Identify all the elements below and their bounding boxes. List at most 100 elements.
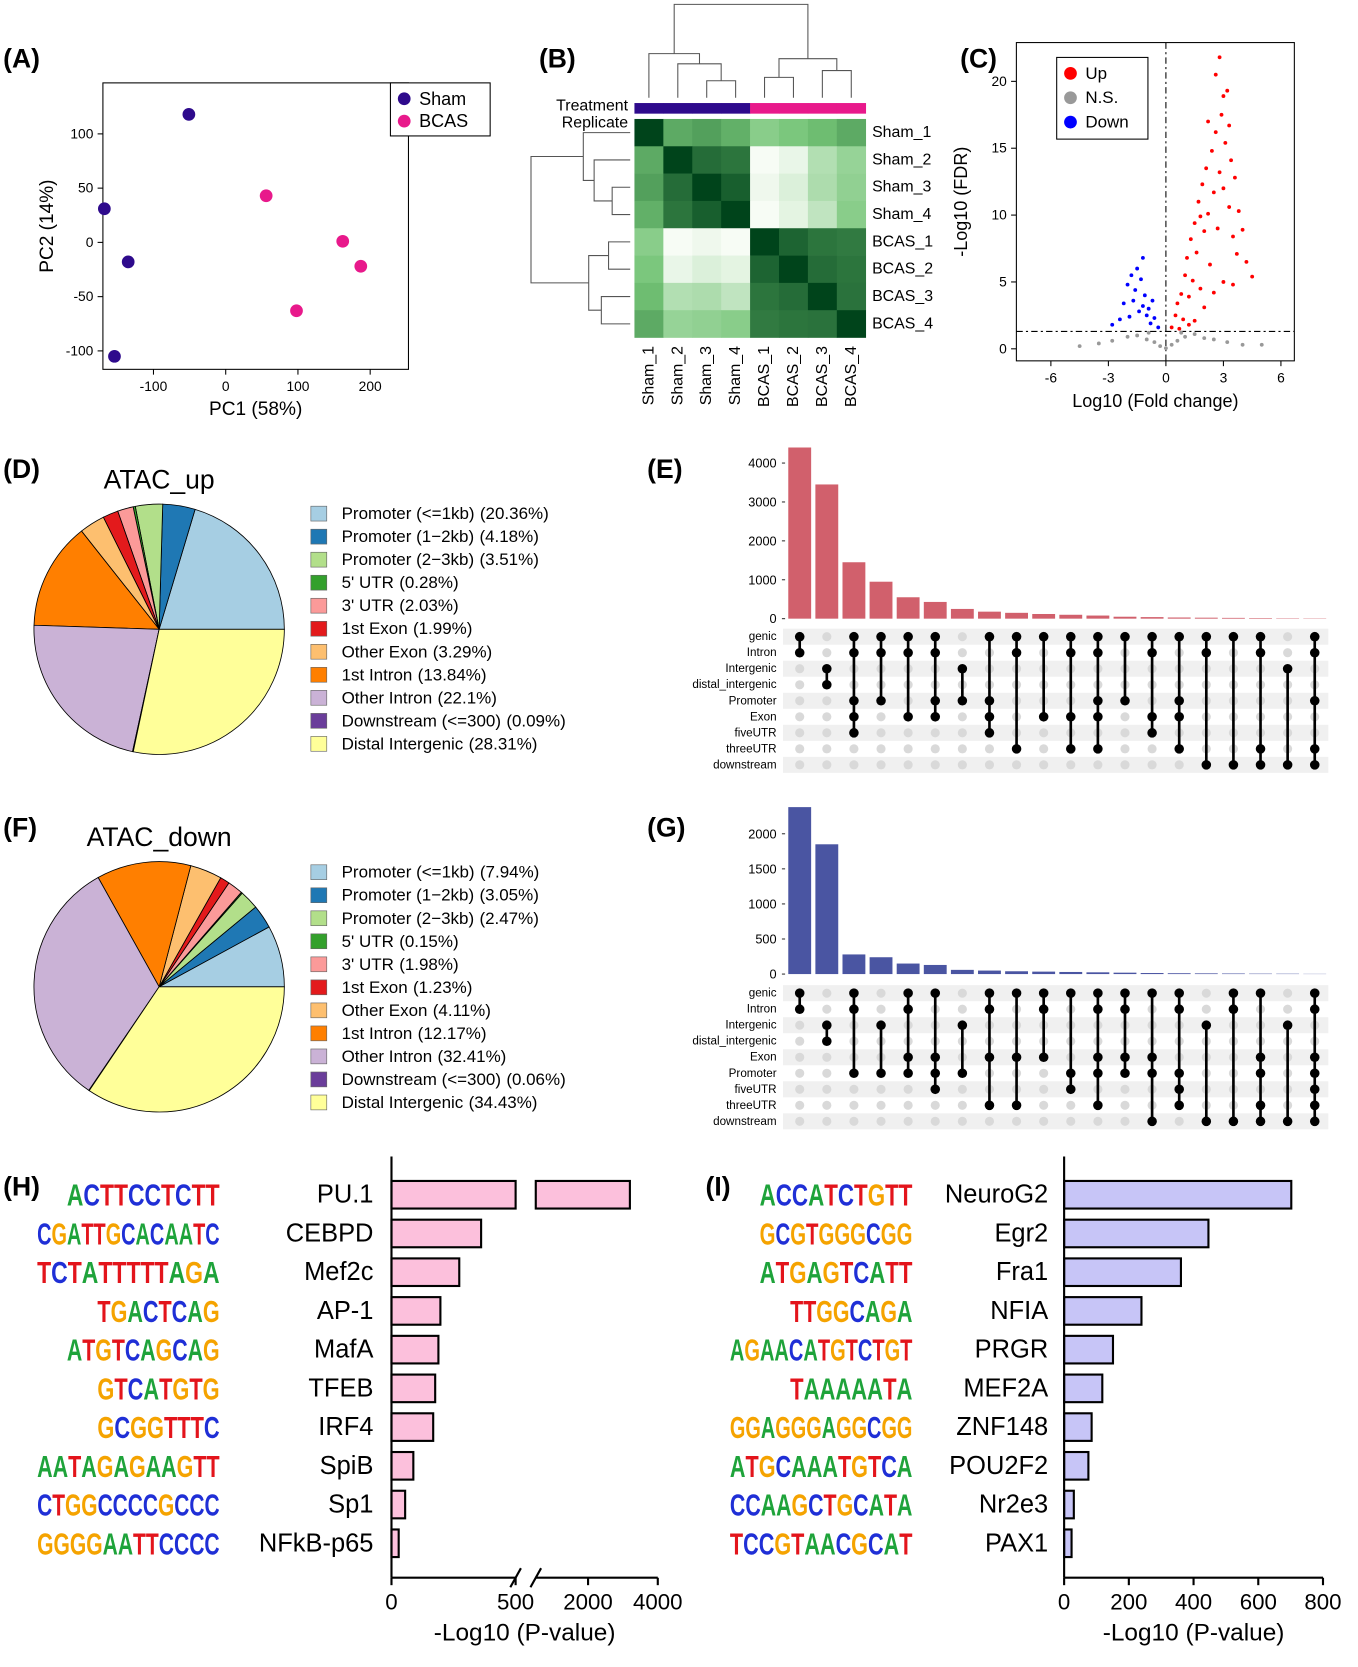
motif-letter: C <box>150 1216 164 1251</box>
motif-letter: G <box>97 1448 114 1483</box>
y-axis-title: -Log10 (FDR) <box>951 147 971 257</box>
empty-dot <box>876 1116 886 1126</box>
heat-cell <box>750 282 780 311</box>
motif-letter: C <box>145 1177 162 1212</box>
legend-value: (2.47%) <box>479 909 538 928</box>
motif-letter: A <box>730 1332 744 1367</box>
motif-letter: C <box>776 1177 792 1212</box>
set-label: threeUTR <box>726 1099 777 1112</box>
bar <box>390 1334 440 1365</box>
empty-dot <box>984 744 995 754</box>
panel-label: (A) <box>3 43 40 73</box>
motif-letter: G <box>86 1526 102 1561</box>
legend-label: Promoter (<=1kb) <box>342 863 475 882</box>
panel-label: (E) <box>647 454 682 484</box>
motif-letter: G <box>759 1448 776 1483</box>
motif-letter: C <box>143 1293 159 1328</box>
bar <box>1063 1218 1210 1249</box>
member-dot <box>1093 1100 1103 1111</box>
point <box>1206 119 1210 124</box>
legend-swatch <box>310 1025 328 1042</box>
empty-dot <box>1174 1116 1184 1126</box>
member-dot <box>849 1068 859 1079</box>
y-axis-title: PC2 (14%) <box>37 179 58 272</box>
motif-letter: G <box>836 1410 851 1445</box>
empty-dot <box>1066 760 1076 770</box>
motif-letter: A <box>161 1448 177 1483</box>
legend-swatch <box>310 690 328 706</box>
pie-slice <box>97 861 192 988</box>
motif-letter: C <box>204 1410 220 1445</box>
motif-letter: T <box>100 1177 114 1212</box>
member-dot <box>1066 744 1076 754</box>
motif-letter: A <box>179 1216 193 1251</box>
motif-letter: T <box>82 1332 95 1367</box>
empty-dot <box>876 760 886 770</box>
motif-letter: T <box>81 1216 93 1251</box>
point <box>1211 290 1216 295</box>
member-dot <box>1255 760 1266 770</box>
treatment-bar <box>692 103 722 114</box>
member-dot <box>876 696 886 706</box>
legend-swatch <box>310 979 328 996</box>
point <box>1213 130 1218 135</box>
legend-swatch <box>397 114 411 128</box>
y-tick-label: 4000 <box>748 456 776 471</box>
legend-label: Promoter (<=1kb) <box>342 504 475 523</box>
point <box>1221 280 1226 284</box>
legend-label: Other Exon <box>342 1001 428 1020</box>
empty-dot <box>1039 744 1049 754</box>
member-dot <box>849 1004 859 1014</box>
point <box>1198 286 1203 291</box>
member-dot <box>876 631 886 642</box>
heat-cell <box>807 282 838 311</box>
legend-label: 3' UTR <box>342 955 394 974</box>
motif-letter: T <box>177 1410 190 1445</box>
set-label: fiveUTR <box>734 1083 776 1096</box>
motif-letter: A <box>803 1332 817 1367</box>
point <box>1131 298 1136 303</box>
heat-cell <box>836 146 867 174</box>
member-dot <box>1011 988 1022 998</box>
x-tick-label: 200 <box>1110 1590 1147 1615</box>
treatment-bar <box>634 103 664 114</box>
empty-dot <box>1120 1100 1130 1110</box>
empty-dot <box>822 712 832 722</box>
motif-letter: C <box>37 1487 52 1522</box>
matrix-stripe <box>782 660 1329 677</box>
point <box>1142 293 1147 298</box>
y-tick-label: 0 <box>770 611 777 626</box>
legend-label: 3' UTR <box>342 596 394 615</box>
empty-dot <box>930 744 940 754</box>
x-tick-label: 500 <box>497 1590 534 1615</box>
empty-dot <box>795 760 805 770</box>
y-tick-label: 1000 <box>748 572 776 587</box>
bar <box>1063 1450 1090 1481</box>
empty-dot <box>957 648 967 658</box>
member-dot <box>1038 1004 1049 1014</box>
motif-logo: ATGCAAATGTCA <box>730 1448 912 1483</box>
point <box>1227 123 1232 128</box>
motif-letter: T <box>872 1332 884 1367</box>
empty-dot <box>795 712 805 722</box>
point <box>1234 251 1239 256</box>
point <box>1210 148 1214 153</box>
motif-letter: G <box>830 1332 846 1367</box>
motif-logo: GCGGTTTC <box>97 1410 219 1445</box>
motif-letter: T <box>884 1487 897 1522</box>
motif-letter: A <box>188 1332 203 1367</box>
empty-dot <box>876 988 886 998</box>
motif-letter: T <box>883 1371 897 1406</box>
point <box>1215 226 1220 231</box>
point <box>1077 344 1082 349</box>
heat-cell <box>836 200 867 229</box>
legend-value: (32.41%) <box>437 1047 506 1066</box>
point <box>354 259 368 273</box>
motif-letter: T <box>52 1487 65 1522</box>
point <box>1225 340 1230 345</box>
empty-dot <box>876 1004 886 1014</box>
heat-cell <box>778 282 809 311</box>
motif-letter: A <box>820 1371 836 1406</box>
point <box>1219 112 1224 117</box>
pie-slice <box>132 628 285 755</box>
